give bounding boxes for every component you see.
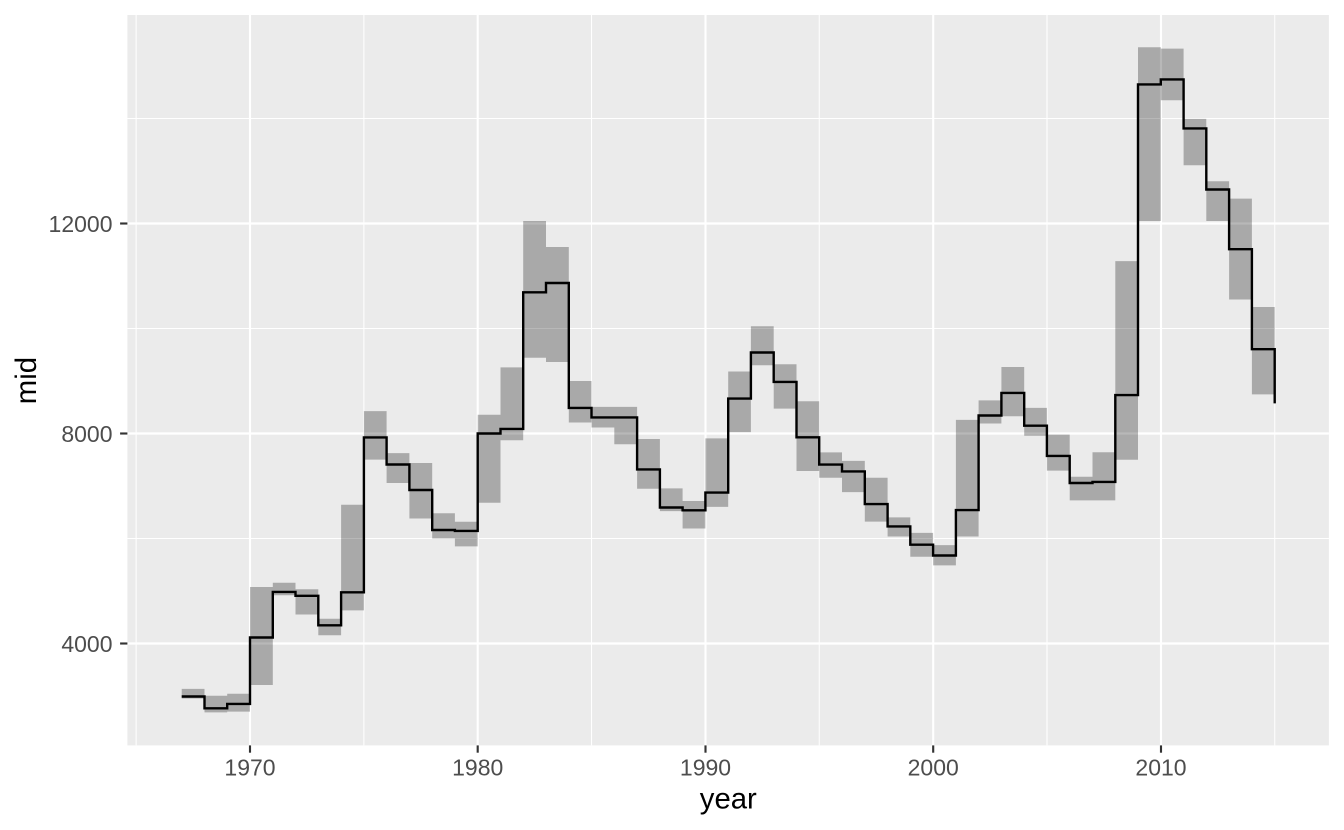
svg-text:8000: 8000 <box>61 421 112 447</box>
svg-text:1980: 1980 <box>452 755 503 781</box>
svg-text:12000: 12000 <box>49 211 113 237</box>
svg-text:year: year <box>700 783 757 816</box>
svg-text:2000: 2000 <box>908 755 959 781</box>
svg-text:1990: 1990 <box>680 755 731 781</box>
svg-text:4000: 4000 <box>61 631 112 657</box>
svg-text:2010: 2010 <box>1135 755 1186 781</box>
svg-text:mid: mid <box>10 357 43 404</box>
svg-text:1970: 1970 <box>224 755 275 781</box>
